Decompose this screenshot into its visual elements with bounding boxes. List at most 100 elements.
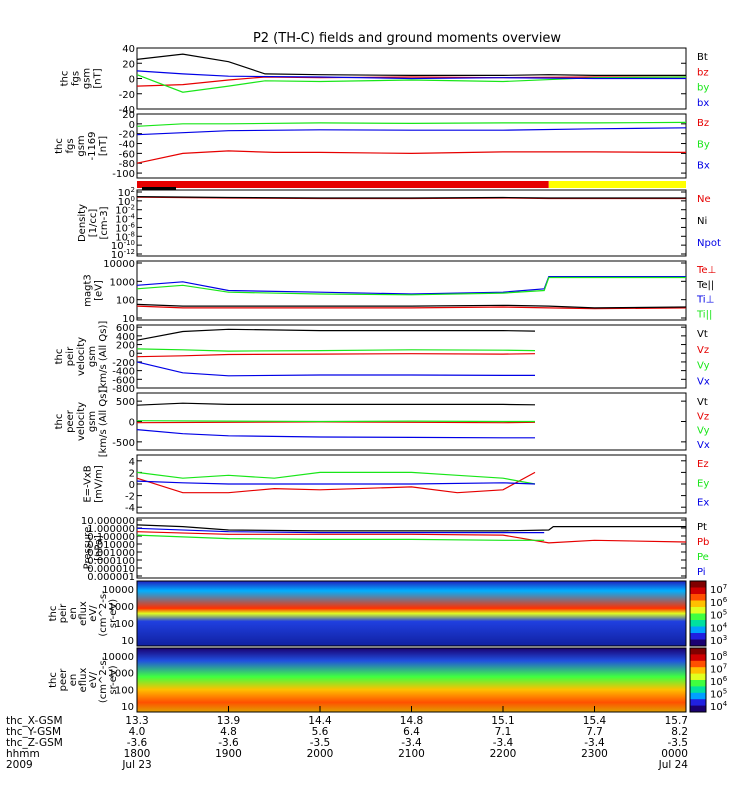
colorbar-tick-label: 103 <box>710 634 727 647</box>
y-axis-label: [1/cc] <box>88 209 99 238</box>
y-tick-label: -40 <box>119 105 135 116</box>
colorbar-cell <box>690 620 706 627</box>
ephemeris-value: 2100 <box>398 748 425 760</box>
colorbar-tick-label: 104 <box>710 700 728 713</box>
legend-Te||: Te|| <box>696 280 714 291</box>
legend-Vt: Vt <box>697 329 708 340</box>
y-tick-label: -200 <box>112 358 135 369</box>
spectrogram-image <box>137 581 686 646</box>
spectrogram-frame <box>136 580 687 647</box>
y-axis-label: [mV/m] <box>94 465 105 503</box>
y-tick-label: 10-12 <box>111 248 135 261</box>
y-axis-label: magt3 <box>83 274 94 307</box>
legend-Pt: Pt <box>697 522 707 533</box>
y-tick-label: -20 <box>119 130 135 141</box>
y-tick-label: 4 <box>129 457 135 468</box>
y-tick-label: 0.001000 <box>87 548 135 559</box>
y-tick-label: -80 <box>119 159 135 170</box>
spec-y-tick-label: 100 <box>115 685 134 696</box>
series-line-Bt <box>136 53 686 76</box>
series-line-Vy <box>136 420 535 423</box>
y-tick-label: 10-8 <box>115 230 135 243</box>
y-axis-label: [nT] <box>93 68 104 88</box>
spec-y-axis-label: peir <box>58 603 69 623</box>
y-axis-label: thc <box>54 414 65 430</box>
series-line-Ex <box>136 480 536 485</box>
series-line-Pb <box>136 531 687 544</box>
legend-By: By <box>697 139 710 150</box>
legend-Vz: Vz <box>697 345 709 356</box>
ephemeris-value: -3.4 <box>493 737 514 749</box>
series-line-by <box>136 74 687 93</box>
series-line-Ez <box>136 471 536 494</box>
series-line-Vz <box>136 421 536 424</box>
y-tick-label: 2 <box>129 468 135 479</box>
y-axis-label: fgs <box>65 138 76 153</box>
ephemeris-value: -3.4 <box>584 737 605 749</box>
panel-0: 40 20 0 -20 -40 thc fgs gsm [nT] Bt bz by bx <box>60 44 710 116</box>
y-tick-label: 500 <box>116 397 135 408</box>
series-line-Ti|| <box>136 276 686 296</box>
ephemeris-value: Jul 23 <box>121 759 151 771</box>
colorbar-tick-label: 104 <box>710 621 728 634</box>
ephemeris-value: 13.9 <box>217 715 240 727</box>
y-tick-label: 0 <box>129 75 135 86</box>
colorbar-frame <box>689 647 707 713</box>
colorbar-cell <box>690 600 706 608</box>
series-line-Pi <box>136 527 545 534</box>
legend-Ti⊥: Ti⊥ <box>696 295 714 306</box>
y-axis-label: [nT] <box>98 136 109 156</box>
state-bar <box>137 181 686 190</box>
colorbar-cell <box>690 686 706 694</box>
chart-title: P2 (TH-C) fields and ground moments over… <box>253 31 561 46</box>
y-tick-label: 10-10 <box>111 239 135 252</box>
y-axis-label: gsm <box>82 68 93 89</box>
series-line-Vt <box>136 328 536 341</box>
panel-7: 10.0000001.0000000.1000000.0100000.00100… <box>81 516 709 583</box>
spec-y-tick-label: 100 <box>115 619 134 630</box>
spectrogram-0: 10000 1000 100 10 thc peir en eflux eV/(cm^2-s-s… <box>48 580 728 647</box>
legend-Pi: Pi <box>697 567 706 578</box>
ephemeris-value: 0000 <box>661 748 688 760</box>
y-tick-label: -60 <box>119 149 135 160</box>
spec-y-axis-label: eV/ <box>88 671 99 688</box>
panel-frame <box>136 113 687 179</box>
legend-Bx: Bx <box>697 161 710 172</box>
ephemeris-value: -3.6 <box>127 737 148 749</box>
y-tick-label: 0.000100 <box>87 556 135 567</box>
legend-Vt: Vt <box>697 397 708 408</box>
spec-y-axis-label: (cm^2-s- <box>98 656 109 703</box>
panel-frame <box>136 324 687 389</box>
y-tick-label: 600 <box>116 323 135 334</box>
y-tick-label: -500 <box>112 438 135 449</box>
panel-3: 10000 1000 100 10 magt3 [eV] Te⊥ Te|| Ti⊥ Ti|| <box>83 259 717 325</box>
panel-6: 420-2-4 E=-VxB [mV/m] Ez Ey Ex <box>83 454 709 514</box>
spec-y-axis-label: thc <box>48 672 59 688</box>
ephemeris-value: -3.6 <box>218 737 239 749</box>
y-tick-label: 100 <box>116 296 135 307</box>
legend-bz: bz <box>697 67 709 78</box>
colorbar-cell <box>690 626 706 634</box>
y-axis-label: peir <box>65 346 76 366</box>
colorbar-tick-label: 108 <box>710 650 727 663</box>
y-tick-label: 0.010000 <box>87 540 135 551</box>
y-tick-label: 0.100000 <box>87 532 135 543</box>
spec-y-axis-label: sr-eV) <box>108 665 119 694</box>
y-axis-label: thc <box>60 71 71 87</box>
colorbar-cell <box>690 667 706 675</box>
y-axis-label: gsm <box>87 411 98 432</box>
ephemeris-value: 14.4 <box>308 715 332 727</box>
spec-y-tick-label: 10000 <box>102 585 134 596</box>
y-axis-label: [cm-3] <box>99 206 110 239</box>
series-line-Vy <box>136 348 536 352</box>
panel-1: 200-20-40-60-80-100 thc fgs gsm -1169 [nT] Bz B… <box>54 110 710 180</box>
series-line-Te⊥ <box>136 305 687 310</box>
y-tick-label: 1.000000 <box>87 524 135 535</box>
legend-bx: bx <box>697 98 709 109</box>
legend-Vx: Vx <box>697 376 710 387</box>
y-tick-label: -800 <box>112 384 135 395</box>
